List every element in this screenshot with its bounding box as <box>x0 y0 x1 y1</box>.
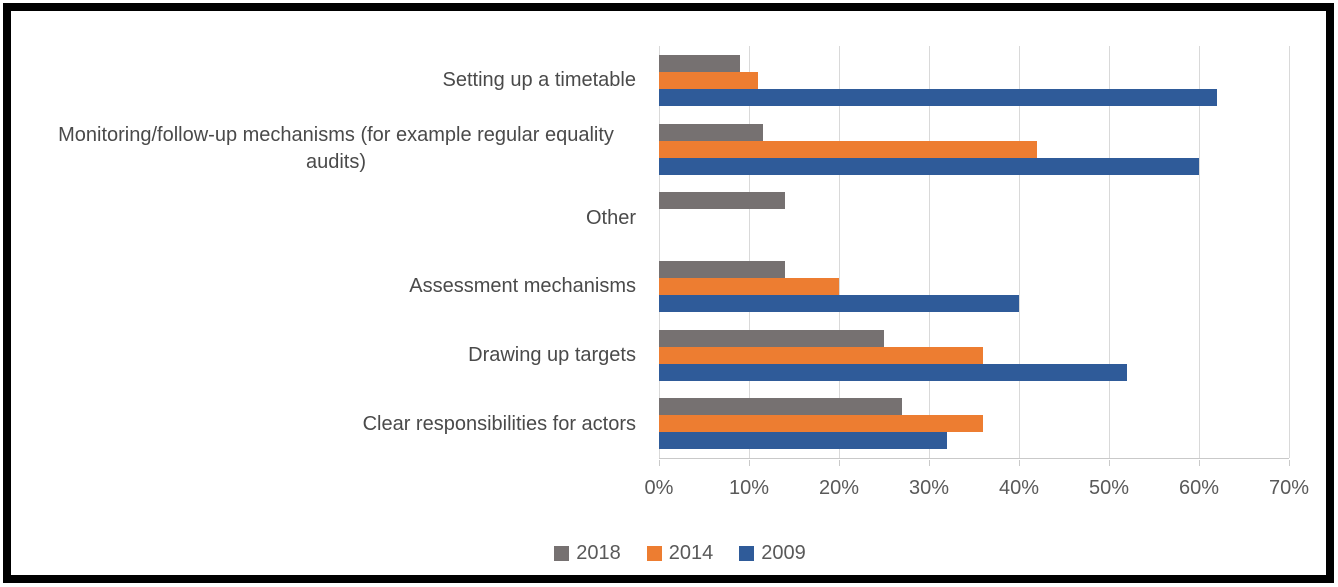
gridline <box>839 46 840 458</box>
x-axis-label: 0% <box>644 477 674 499</box>
legend: 2018 2014 2009 <box>22 542 1338 565</box>
gridline <box>1019 46 1020 458</box>
gridline <box>1199 46 1200 458</box>
chart-row <box>659 252 1289 321</box>
legend-swatch-icon <box>739 546 755 561</box>
legend-item-2014: 2014 <box>646 542 714 565</box>
category-label: Assessment mechanisms <box>409 275 636 298</box>
gridline <box>1109 46 1110 458</box>
plot-area <box>659 46 1290 459</box>
category-label: Monitoring/follow-up mechanisms (for exa… <box>58 124 614 174</box>
chart-canvas: Setting up a timetable Monitoring/follow-… <box>22 22 1338 587</box>
category-label: Setting up a timetable <box>442 68 636 91</box>
category-label-cell: Drawing up targets <box>36 321 636 390</box>
bar-2009 <box>659 88 1217 106</box>
chart-row <box>659 46 1289 115</box>
axis-tick <box>1109 460 1110 466</box>
axis-tick <box>929 460 930 466</box>
legend-swatch-icon <box>554 546 570 561</box>
bar-2014 <box>659 277 839 295</box>
axis-tick <box>1199 460 1200 466</box>
bar-2014 <box>659 346 983 364</box>
category-label: Other <box>585 206 636 229</box>
gridline <box>659 46 660 458</box>
bar-2018 <box>659 123 763 141</box>
bar-2009 <box>659 432 947 450</box>
gridline <box>749 46 750 458</box>
bar-rows <box>659 46 1289 458</box>
axis-tick <box>659 460 660 466</box>
chart-row <box>659 183 1289 252</box>
x-axis-label: 70% <box>1268 477 1310 499</box>
bar-2014 <box>659 71 758 89</box>
category-label: Clear responsibilities for actors <box>362 413 636 436</box>
legend-item-2009: 2009 <box>739 542 806 565</box>
bar-2018 <box>659 260 785 278</box>
x-axis-label: 10% <box>728 477 770 499</box>
bar-2009 <box>659 157 1199 175</box>
category-label: Drawing up targets <box>468 344 636 367</box>
legend-item-2018: 2018 <box>554 542 621 565</box>
bar-2018 <box>659 54 740 72</box>
legend-swatch-icon <box>646 546 662 561</box>
gridline <box>929 46 930 458</box>
bar-2014 <box>659 140 1037 158</box>
bar-2014 <box>659 415 983 433</box>
x-axis-label: 20% <box>818 477 860 499</box>
axis-tick <box>1289 460 1290 466</box>
bar-2018 <box>659 329 884 347</box>
x-axis-label: 50% <box>1088 477 1130 499</box>
x-axis-label: 60% <box>1178 477 1220 499</box>
x-axis-label: 40% <box>998 477 1040 499</box>
category-label-cell: Setting up a timetable <box>36 46 636 115</box>
legend-label: 2018 <box>576 542 621 564</box>
axis-tick <box>749 460 750 466</box>
category-axis: Setting up a timetable Monitoring/follow-… <box>36 46 636 459</box>
axis-tick <box>1019 460 1020 466</box>
bar-2009 <box>659 294 1019 312</box>
legend-label: 2009 <box>761 542 806 564</box>
category-label-cell: Monitoring/follow-up mechanisms (for exa… <box>36 115 636 184</box>
chart-row <box>659 389 1289 458</box>
category-label-cell: Clear responsibilities for actors <box>36 390 636 459</box>
category-label-cell: Assessment mechanisms <box>36 252 636 321</box>
chart-row <box>659 321 1289 390</box>
bar-2018 <box>659 398 902 416</box>
legend-label: 2014 <box>668 542 714 564</box>
x-axis-label: 30% <box>908 477 950 499</box>
axis-tick <box>839 460 840 466</box>
bar-2009 <box>659 363 1127 381</box>
bar-2018 <box>659 192 785 210</box>
chart-border-frame: Setting up a timetable Monitoring/follow-… <box>3 3 1334 583</box>
gridline <box>1289 46 1290 458</box>
category-label-cell: Other <box>36 184 636 253</box>
chart-row <box>659 115 1289 184</box>
